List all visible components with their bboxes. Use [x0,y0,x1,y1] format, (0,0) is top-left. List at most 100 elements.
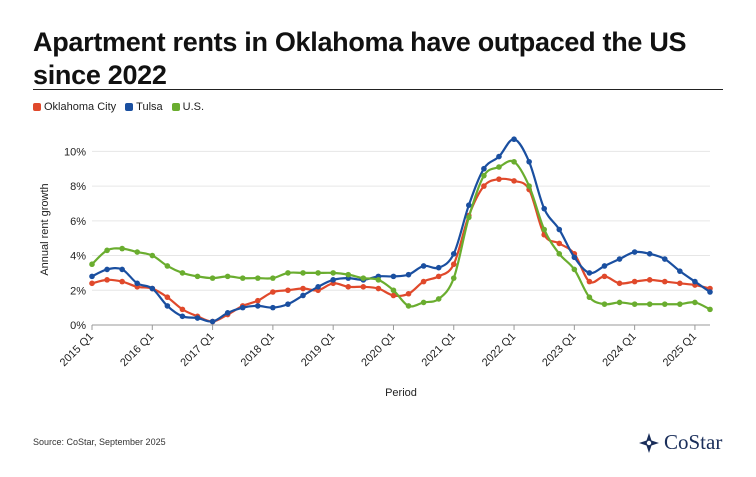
data-point [677,280,683,287]
x-tick-label: 2018 Q1 [239,331,277,369]
data-point [179,270,186,276]
data-point [586,270,593,276]
data-point [149,285,156,292]
data-point [375,285,382,292]
data-point [149,252,156,259]
data-point [450,251,457,257]
data-point [496,153,502,160]
data-point [255,275,261,281]
data-point [119,266,125,273]
data-point [511,178,517,184]
data-point [420,263,427,269]
data-point [556,226,563,233]
data-point [420,299,427,306]
data-point [466,214,472,221]
legend-swatch [171,103,180,111]
data-point [646,277,653,283]
data-point [390,273,397,280]
data-point [616,299,623,306]
legend-item: Oklahoma City [33,101,116,113]
data-point [707,306,713,313]
y-axis-label: Annual rent growth [39,183,51,275]
data-point [194,273,201,280]
data-point [164,303,171,309]
data-point [435,273,442,280]
data-point [631,249,638,255]
series-lines [89,136,713,325]
data-point [89,261,95,268]
data-point [89,280,95,287]
data-point [270,304,276,311]
data-point [466,202,472,208]
data-point [104,247,110,254]
data-point [541,226,547,233]
x-tick-label: 2020 Q1 [359,331,397,369]
data-point [119,278,125,285]
data-point [450,275,457,281]
data-point [435,264,442,271]
line-chart: 0% 2% 4% 6% 8% 10% 2015 Q1 2016 Q1 2017 Q1 2018 … [39,136,713,399]
data-point [285,270,291,276]
data-point [661,256,668,262]
data-point [405,290,412,297]
data-point [646,301,653,307]
data-point [496,176,502,182]
legend-label: Tulsa [136,101,163,113]
data-point [511,158,517,165]
gridlines [92,150,710,326]
y-tick-label: 2% [70,285,86,297]
data-point [330,270,336,276]
x-axis-label: Period [385,387,417,399]
x-tick-label: 2016 Q1 [118,331,156,369]
data-point [209,275,216,281]
data-point [405,303,412,309]
data-point [616,256,623,262]
data-point [315,270,321,276]
data-point [224,273,231,280]
data-point [255,303,261,309]
data-point [481,165,487,172]
data-point [300,270,306,276]
data-point [239,275,246,281]
x-tick-label: 2024 Q1 [600,331,638,369]
data-point [255,297,261,304]
x-axis-ticks: 2015 Q1 2016 Q1 2017 Q1 2018 Q1 2019 Q1 2020 … [58,325,699,369]
data-point [360,275,367,281]
data-point [179,313,186,320]
data-point [330,277,336,283]
data-point [692,278,698,285]
legend-swatch [125,103,134,111]
data-point [571,266,578,273]
legend-label: Oklahoma City [44,101,117,113]
x-tick-label: 2017 Q1 [178,331,216,369]
data-point [450,261,457,268]
data-point [601,273,608,280]
data-point [285,301,291,307]
data-point [285,287,291,294]
data-point [134,249,141,255]
data-point [270,275,276,281]
data-point [134,280,141,287]
legend-item: U.S. [171,101,205,113]
data-point [631,278,638,285]
data-point [586,294,593,301]
y-tick-label: 6% [70,216,86,228]
series-line [91,159,711,311]
series-line [91,138,711,323]
legend-label: U.S. [182,101,205,113]
y-tick-label: 0% [70,320,86,332]
data-point [571,254,578,261]
costar-star-icon [639,432,659,453]
data-point [300,292,306,299]
data-point [707,289,713,295]
data-point [390,287,397,294]
data-point [677,268,683,274]
legend-swatch [33,103,41,111]
data-point [677,301,683,307]
x-tick-label: 2021 Q1 [420,331,458,369]
data-point [420,278,427,285]
data-point [661,301,668,307]
title-divider [33,89,723,90]
data-point [405,271,412,278]
y-axis-ticks: 0% 2% 4% 6% 8% 10% [64,146,86,332]
